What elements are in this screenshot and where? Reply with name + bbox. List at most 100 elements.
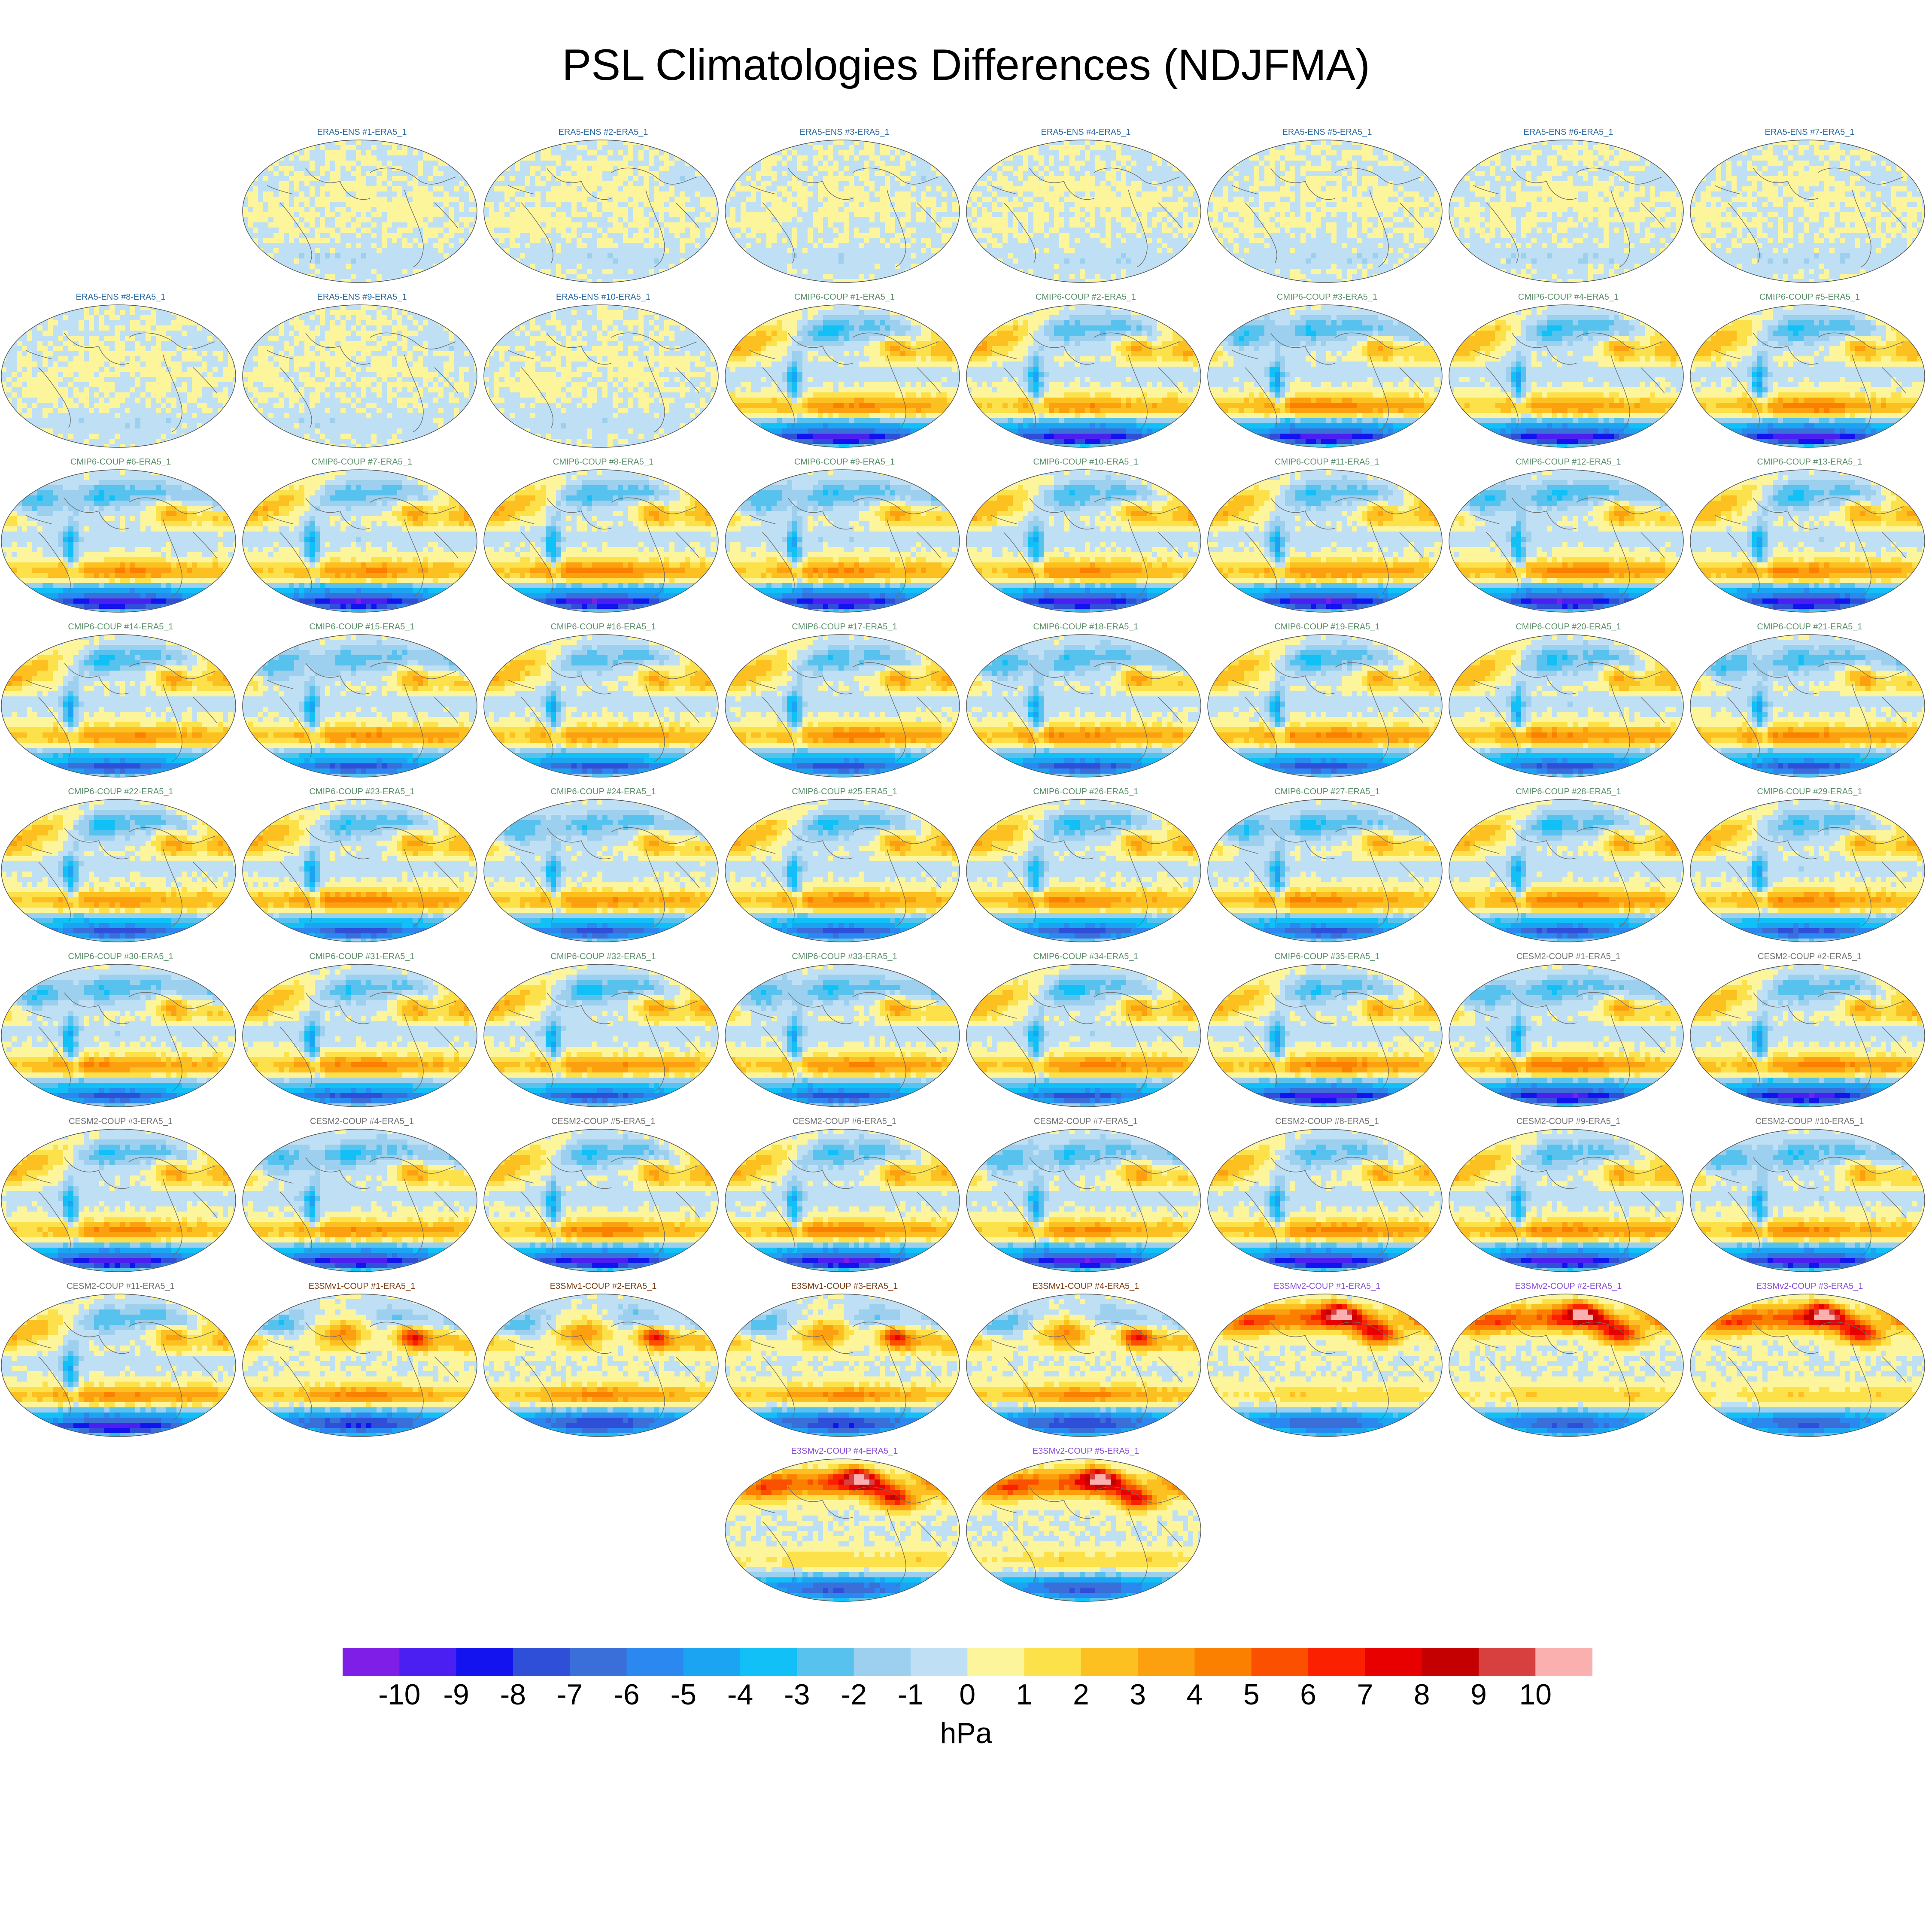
colorbar-tick-label: 0 <box>959 1678 975 1711</box>
colorbar-box <box>1535 1648 1592 1676</box>
map-panel-title: CESM2-COUP #2-ERA5_1 <box>1689 951 1930 962</box>
map-panel: E3SMv1-COUP #1-ERA5_1 <box>241 1281 483 1446</box>
world-map <box>965 468 1204 616</box>
map-panel-title: CESM2-COUP #4-ERA5_1 <box>241 1116 483 1127</box>
map-panel: CESM2-COUP #5-ERA5_1 <box>483 1116 724 1282</box>
world-map <box>724 633 963 781</box>
map-panel-title: CMIP6-COUP #35-ERA5_1 <box>1206 951 1448 962</box>
map-panel-title: ERA5-ENS #8-ERA5_1 <box>0 292 241 302</box>
colorbar-tick-label: 10 <box>1519 1678 1552 1711</box>
map-panel: CMIP6-COUP #17-ERA5_1 <box>724 622 965 787</box>
world-map <box>724 1127 963 1275</box>
map-panel: CMIP6-COUP #20-ERA5_1 <box>1448 622 1689 787</box>
colorbar-box <box>854 1648 911 1676</box>
map-panel-title: CMIP6-COUP #14-ERA5_1 <box>0 622 241 632</box>
map-panel-title: CESM2-COUP #3-ERA5_1 <box>0 1116 241 1127</box>
map-panel: CMIP6-COUP #29-ERA5_1 <box>1689 787 1930 952</box>
map-panel-title: CMIP6-COUP #9-ERA5_1 <box>724 457 965 467</box>
map-panel: CMIP6-COUP #24-ERA5_1 <box>483 787 724 952</box>
colorbar-tick-label: -2 <box>841 1678 866 1711</box>
map-panel: ERA5-ENS #7-ERA5_1 <box>1689 127 1930 292</box>
world-map <box>1206 138 1445 286</box>
map-panel-title: CMIP6-COUP #10-ERA5_1 <box>965 457 1206 467</box>
map-panel: CMIP6-COUP #19-ERA5_1 <box>1206 622 1448 787</box>
map-panel-title: ERA5-ENS #5-ERA5_1 <box>1206 127 1448 137</box>
map-panel: ERA5-ENS #2-ERA5_1 <box>483 127 724 292</box>
map-panel: CMIP6-COUP #25-ERA5_1 <box>724 787 965 952</box>
colorbar-tick-label: -5 <box>671 1678 696 1711</box>
map-panel: CMIP6-COUP #33-ERA5_1 <box>724 951 965 1117</box>
map-panel-title: ERA5-ENS #3-ERA5_1 <box>724 127 965 137</box>
colorbar-tick-label: -8 <box>500 1678 526 1711</box>
map-panel: CMIP6-COUP #7-ERA5_1 <box>241 457 483 622</box>
world-map <box>483 633 721 781</box>
colorbar-box <box>1138 1648 1195 1676</box>
world-map <box>241 303 480 451</box>
map-panel-title: ERA5-ENS #7-ERA5_1 <box>1689 127 1930 137</box>
map-panel-title: CESM2-COUP #7-ERA5_1 <box>965 1116 1206 1127</box>
map-panel: E3SMv1-COUP #4-ERA5_1 <box>965 1281 1206 1446</box>
map-panel: CESM2-COUP #10-ERA5_1 <box>1689 1116 1930 1282</box>
world-map <box>1206 1292 1445 1440</box>
world-map <box>483 963 721 1110</box>
world-map <box>965 633 1204 781</box>
colorbar-box <box>1195 1648 1252 1676</box>
map-panel: CMIP6-COUP #10-ERA5_1 <box>965 457 1206 622</box>
world-map <box>0 1292 239 1440</box>
world-map <box>1448 1127 1686 1275</box>
world-map <box>1206 468 1445 616</box>
map-panel: CMIP6-COUP #12-ERA5_1 <box>1448 457 1689 622</box>
world-map <box>483 468 721 616</box>
world-map <box>965 1292 1204 1440</box>
map-panel: CMIP6-COUP #2-ERA5_1 <box>965 292 1206 457</box>
world-map <box>965 1127 1204 1275</box>
colorbar-tick-label: 3 <box>1130 1678 1146 1711</box>
world-map <box>965 303 1204 451</box>
colorbar-tick-label: 6 <box>1300 1678 1316 1711</box>
map-panel-title: CMIP6-COUP #27-ERA5_1 <box>1206 787 1448 797</box>
map-panel-title: CMIP6-COUP #18-ERA5_1 <box>965 622 1206 632</box>
map-panel-title: CMIP6-COUP #32-ERA5_1 <box>483 951 724 962</box>
world-map <box>965 798 1204 945</box>
map-panel: CMIP6-COUP #27-ERA5_1 <box>1206 787 1448 952</box>
colorbar-tick-label: 9 <box>1470 1678 1487 1711</box>
map-panel: CMIP6-COUP #35-ERA5_1 <box>1206 951 1448 1117</box>
map-panel: CMIP6-COUP #3-ERA5_1 <box>1206 292 1448 457</box>
map-panel: CMIP6-COUP #23-ERA5_1 <box>241 787 483 952</box>
world-map <box>483 1292 721 1440</box>
world-map <box>1206 963 1445 1110</box>
world-map <box>724 138 963 286</box>
map-panel-title: CMIP6-COUP #31-ERA5_1 <box>241 951 483 962</box>
world-map <box>965 963 1204 1110</box>
world-map <box>1689 1292 1928 1440</box>
colorbar-box <box>797 1648 854 1676</box>
map-panel-title: CMIP6-COUP #6-ERA5_1 <box>0 457 241 467</box>
world-map <box>1206 303 1445 451</box>
map-panel: CMIP6-COUP #28-ERA5_1 <box>1448 787 1689 952</box>
colorbar-box <box>399 1648 456 1676</box>
map-panel: CMIP6-COUP #6-ERA5_1 <box>0 457 241 622</box>
world-map <box>1689 798 1928 945</box>
map-panel: CMIP6-COUP #22-ERA5_1 <box>0 787 241 952</box>
map-panel: CMIP6-COUP #1-ERA5_1 <box>724 292 965 457</box>
map-panel-title: CESM2-COUP #8-ERA5_1 <box>1206 1116 1448 1127</box>
world-map <box>1689 303 1928 451</box>
colorbar-box <box>1024 1648 1081 1676</box>
map-panel-title: CMIP6-COUP #2-ERA5_1 <box>965 292 1206 302</box>
map-panel: CMIP6-COUP #18-ERA5_1 <box>965 622 1206 787</box>
world-map <box>0 798 239 945</box>
world-map <box>0 303 239 451</box>
map-panel: ERA5-ENS #6-ERA5_1 <box>1448 127 1689 292</box>
world-map <box>1689 138 1928 286</box>
colorbar-box <box>1081 1648 1138 1676</box>
world-map <box>0 1127 239 1275</box>
map-panel-title: CESM2-COUP #10-ERA5_1 <box>1689 1116 1930 1127</box>
world-map <box>241 633 480 781</box>
map-panel: ERA5-ENS #3-ERA5_1 <box>724 127 965 292</box>
colorbar-boxes <box>343 1648 1592 1676</box>
map-panel: CMIP6-COUP #26-ERA5_1 <box>965 787 1206 952</box>
colorbar-tick-label: 1 <box>1016 1678 1033 1711</box>
map-panel: CMIP6-COUP #34-ERA5_1 <box>965 951 1206 1117</box>
colorbar-box <box>911 1648 968 1676</box>
colorbar-tick-label: -4 <box>727 1678 753 1711</box>
